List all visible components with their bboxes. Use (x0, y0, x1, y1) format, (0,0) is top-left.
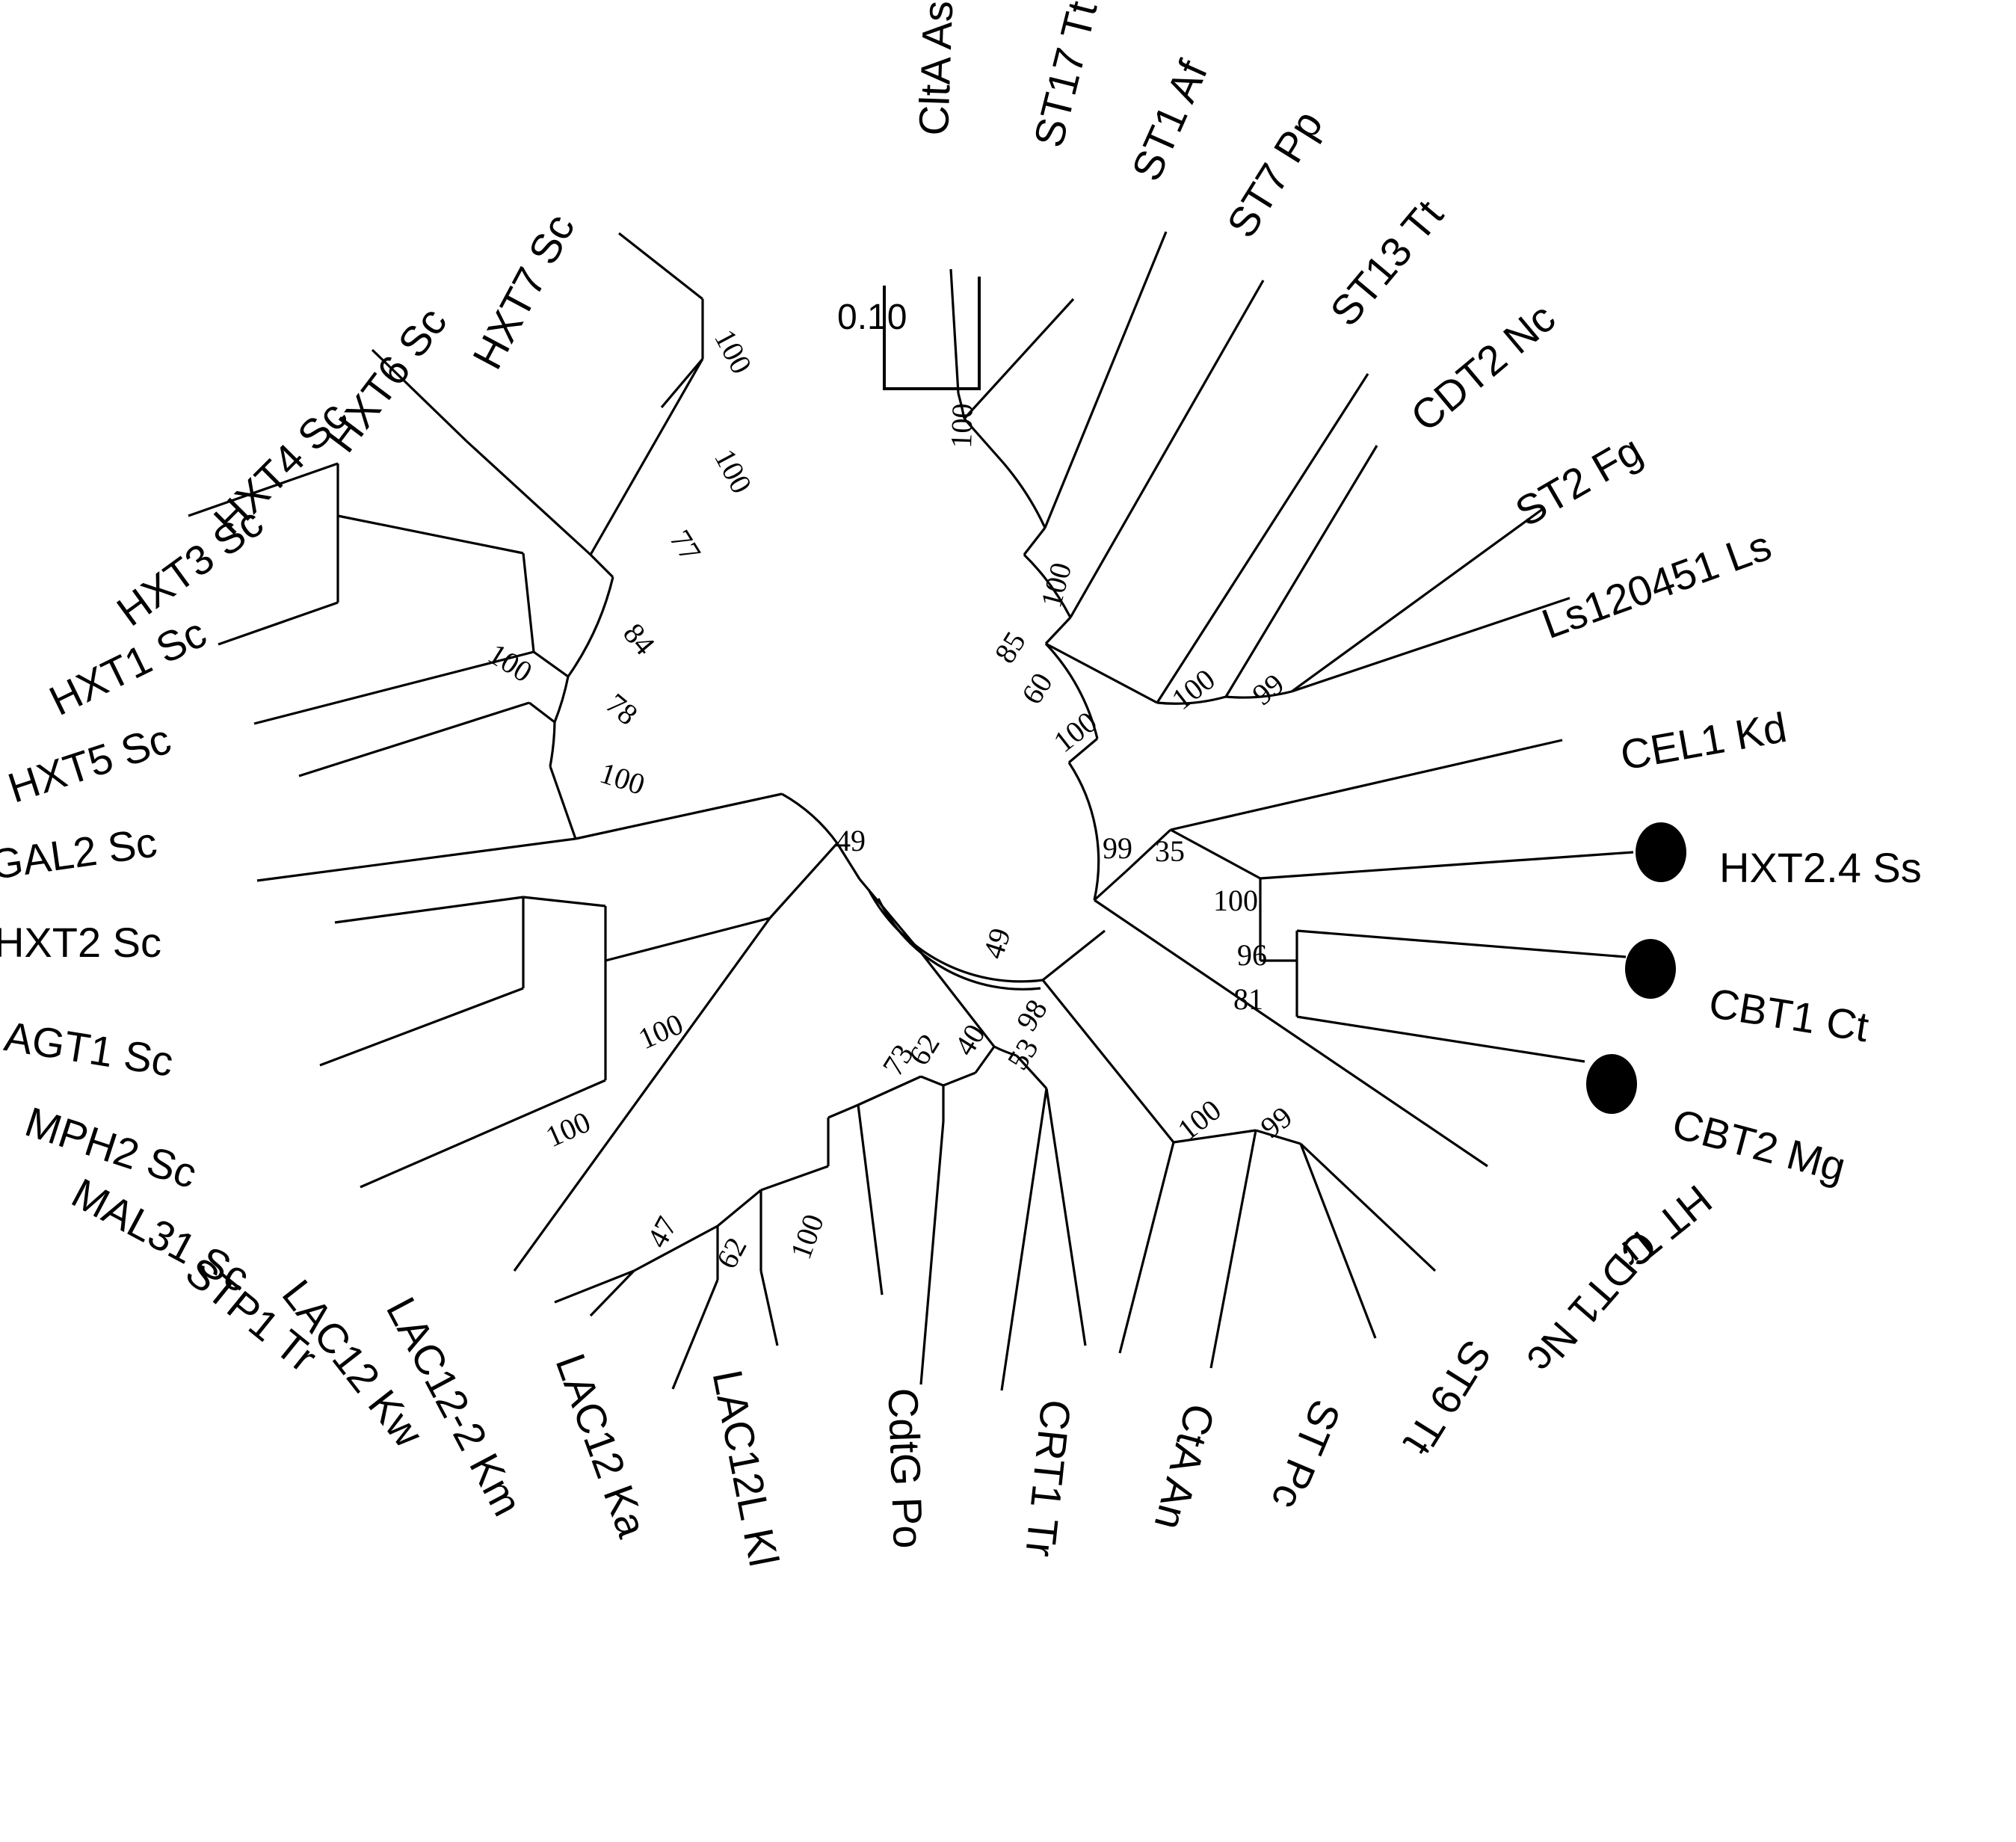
tip-label-cta-an: CtA An (1145, 1399, 1224, 1535)
scale-bar (883, 277, 981, 390)
tip-markers (1586, 822, 1686, 1114)
bootstrap-value: 100 (783, 1210, 830, 1263)
bootstrap-value: 100 (944, 403, 979, 449)
tip-label-hxt5-sc: HXT5 Sc (2, 715, 176, 811)
tip-label-cdtg-po: CdtG Po (880, 1387, 932, 1550)
bootstrap-value: 53 (1000, 1032, 1044, 1076)
bootstrap-value: 81 (1233, 982, 1263, 1016)
bootstrap-value: 100 (708, 443, 759, 499)
bootstrap-value: 60 (1014, 667, 1058, 710)
bootstrap-value: 77 (663, 524, 707, 567)
tree-branches (188, 231, 1634, 1391)
tip-labels: HXT7 Sc HXT6 Sc HXT4 Sc HXT3 Sc HXT1 Sc … (0, 0, 1922, 1570)
tip-label-cbt2-mg: CBT2 Mg (1668, 1100, 1851, 1191)
tip-label-crt1-tr: CRT1 Tr (1017, 1397, 1080, 1559)
tip-label-lac12l-kl: LAC12L Kl (704, 1366, 789, 1570)
tip-label-st1-af: ST1 Af (1122, 53, 1216, 188)
bootstrap-value: 98 (1009, 994, 1053, 1037)
bootstrap-value: 78 (599, 686, 644, 731)
tip-label-st17-tt: ST17 Tt (1025, 0, 1106, 152)
tip-label-agt1-sc: AGT1 Sc (1, 1012, 176, 1085)
bootstrap-value: 49 (976, 924, 1017, 963)
bootstrap-value: 40 (947, 1018, 991, 1062)
bootstrap-value: 100 (482, 636, 538, 689)
bootstrap-value: 100 (1047, 705, 1103, 759)
bootstrap-values: 100 100 77 84 100 78 100 49 100 100 47 6… (482, 324, 1298, 1274)
bootstrap-value: 84 (617, 617, 662, 662)
bootstrap-value: 49 (836, 824, 866, 857)
bootstrap-value: 62 (709, 1232, 753, 1274)
bootstrap-value: 99 (1103, 831, 1132, 865)
tip-label-hxt7-sc: HXT7 Sc (463, 206, 584, 376)
marker-dot-cbt1-ct (1625, 939, 1676, 999)
tip-label-cel1-kd: CEL1 Kd (1617, 703, 1790, 779)
tip-label-st13-tt: ST13 Tt (1321, 191, 1452, 335)
tip-label-hxt2-sc: HXT2 Sc (0, 919, 161, 966)
tip-label-ls120451-ls: Ls120451 Ls (1536, 521, 1778, 647)
bootstrap-value: 100 (1171, 1093, 1227, 1147)
marker-dot-cbt2-mg (1586, 1054, 1637, 1114)
bootstrap-value: 100 (1165, 662, 1221, 716)
tip-label-st-pc: ST Pc (1263, 1393, 1350, 1516)
bootstrap-value: 99 (1254, 1100, 1298, 1145)
tip-label-hxt1-sc: HXT1 Sc (42, 609, 213, 724)
tip-label-st7-pp: ST7 Pp (1218, 102, 1331, 246)
tip-label-lac12-ka: LAC12 Ka (546, 1348, 656, 1544)
tip-label-cbt1-ct: CBT1 Ct (1706, 979, 1872, 1051)
bootstrap-value: 100 (633, 1007, 688, 1056)
tip-label-st2-fg: ST2 Fg (1508, 426, 1650, 535)
bootstrap-value: 100 (1034, 559, 1078, 612)
bootstrap-value: 100 (540, 1105, 595, 1154)
tip-label-hxt2-4-ss: HXT2.4 Ss (1719, 844, 1922, 891)
scale-bar-label: 0.10 (837, 298, 907, 337)
bootstrap-value: 100 (1213, 884, 1258, 917)
bootstrap-value: 85 (987, 626, 1032, 669)
tip-label-gal2-sc: GAL2 Sc (0, 818, 160, 888)
marker-dot-hxt2-4-ss (1636, 822, 1686, 882)
bootstrap-value: 100 (596, 756, 649, 801)
tip-label-clta-as: CltA As (910, 0, 961, 136)
tip-label-st9-tt: ST9 Tt (1395, 1332, 1501, 1463)
tip-label-cdt2-nc: CDT2 Nc (1402, 294, 1564, 440)
bootstrap-value: 35 (1155, 834, 1185, 868)
bootstrap-value: 100 (708, 324, 759, 379)
bootstrap-value: 99 (1246, 667, 1290, 712)
bootstrap-value: 96 (1237, 938, 1267, 972)
